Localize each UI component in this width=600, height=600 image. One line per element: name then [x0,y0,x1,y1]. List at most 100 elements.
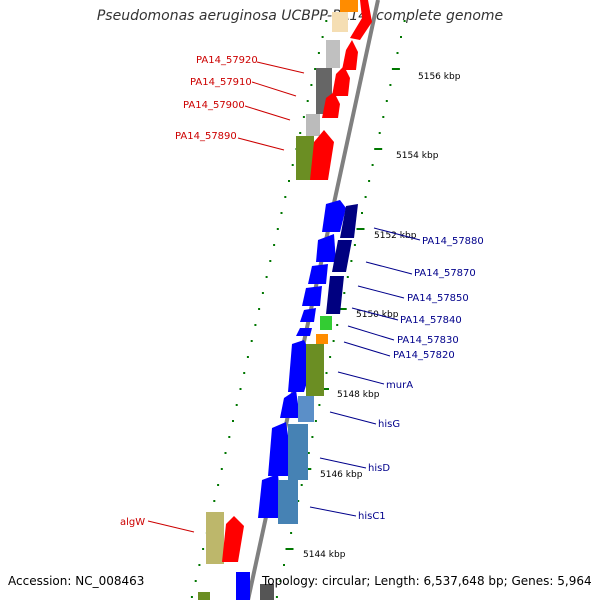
scale-label-5146: 5146 kbp [320,470,363,480]
gene-block[interactable] [288,424,308,480]
gene-block[interactable] [332,12,348,32]
gene-label-pa14-57890[interactable]: PA14_57890 [175,131,237,142]
gene-arrow[interactable] [332,240,352,272]
gene-arrow[interactable] [342,40,358,70]
tick-mark [314,420,317,422]
tick-mark [261,292,264,294]
gene-arrow[interactable] [322,200,346,232]
label-leader [244,105,291,121]
tick-mark [198,564,201,566]
gene-arrow[interactable] [322,92,340,118]
gene-label-pa14-57850[interactable]: PA14_57850 [407,293,469,304]
gene-block[interactable] [198,592,210,600]
tick-mark [283,564,285,566]
gene-block[interactable] [298,396,314,422]
tick-mark [202,548,205,550]
label-leader [237,137,285,151]
gene-block[interactable] [260,584,274,600]
gene-block[interactable] [316,334,328,344]
gene-arrow[interactable] [316,234,336,262]
gene-label-pa14-57830[interactable]: PA14_57830 [397,335,459,346]
gene-label-pa14-57870[interactable]: PA14_57870 [414,268,476,279]
gene-label-pa14-57840[interactable]: PA14_57840 [400,315,462,326]
tick-mark [314,68,317,70]
tick-mark [310,84,313,86]
gene-block[interactable] [326,40,340,68]
scale-label-5154: 5154 kbp [396,151,439,161]
gene-arrow[interactable] [300,308,316,322]
gene-block[interactable] [278,480,298,524]
label-leader [357,285,405,299]
gene-label-pa14-57820[interactable]: PA14_57820 [393,350,455,361]
gene-label-pa14-57900[interactable]: PA14_57900 [183,100,245,111]
gene-label-pa14-57920[interactable]: PA14_57920 [196,55,258,66]
gene-block[interactable] [206,512,224,564]
gene-label-hisd[interactable]: hisD [368,463,390,474]
label-leader [329,411,377,425]
tick-mark [254,324,257,326]
tick-mark [288,180,290,182]
gene-block[interactable] [320,316,332,330]
tick-mark [279,580,282,582]
gene-arrow[interactable] [280,390,300,418]
tick-mark [302,116,305,118]
gene-label-pa14-57880[interactable]: PA14_57880 [422,236,484,247]
label-leader [251,81,297,97]
label-leader [343,341,391,357]
gene-block[interactable] [296,136,314,180]
gene-block[interactable] [236,572,250,600]
tick-mark [213,500,216,502]
gene-arrow[interactable] [222,516,244,562]
tick-mark [258,308,261,310]
gene-block[interactable] [306,114,320,136]
tick-mark [276,228,279,230]
tick-mark [246,356,249,358]
gene-block[interactable] [340,0,358,12]
gene-arrow[interactable] [258,474,282,518]
gene-label-algw[interactable]: algW [120,517,145,528]
gene-label-pa14-57910[interactable]: PA14_57910 [190,77,252,88]
scale-label-5156: 5156 kbp [418,72,461,82]
tick-mark [284,196,287,198]
label-leader [351,307,399,321]
tick-mark [224,452,227,454]
tick-mark [318,404,321,406]
tick-mark [361,212,363,214]
tick-mark [364,196,367,198]
tick-mark [329,356,332,358]
accession-text: Accession: NC_008463 [8,574,145,588]
gene-arrow[interactable] [268,422,294,476]
label-leader [365,261,413,275]
tick-mark [382,116,385,118]
gene-block[interactable] [306,344,324,396]
tick-mark [291,164,294,166]
tick-mark [403,20,406,22]
gene-arrow[interactable] [350,0,372,40]
tick-mark [371,164,374,166]
scale-label-5152: 5152 kbp [374,231,417,241]
tick-mark [356,228,365,230]
tick-mark [297,500,300,502]
gene-arrow[interactable] [310,130,334,180]
tick-mark [400,36,402,38]
gene-label-hisg[interactable]: hisG [378,419,400,430]
gene-arrow[interactable] [340,204,358,238]
gene-label-mura[interactable]: murA [386,380,413,391]
gene-arrow[interactable] [302,286,322,306]
gene-arrow[interactable] [296,328,312,336]
gene-arrow[interactable] [326,276,344,314]
tick-mark [306,100,309,102]
tick-mark [385,100,388,102]
tick-mark [391,68,400,70]
label-leader [256,61,305,74]
tick-mark [228,436,231,438]
tick-mark [300,484,303,486]
tick-mark [368,180,371,182]
gene-arrow[interactable] [332,66,350,96]
tick-mark [396,52,399,54]
tick-mark [194,580,197,582]
gene-arrow[interactable] [308,264,328,284]
gene-label-hisc1[interactable]: hisC1 [358,511,386,522]
tick-mark [317,52,320,54]
